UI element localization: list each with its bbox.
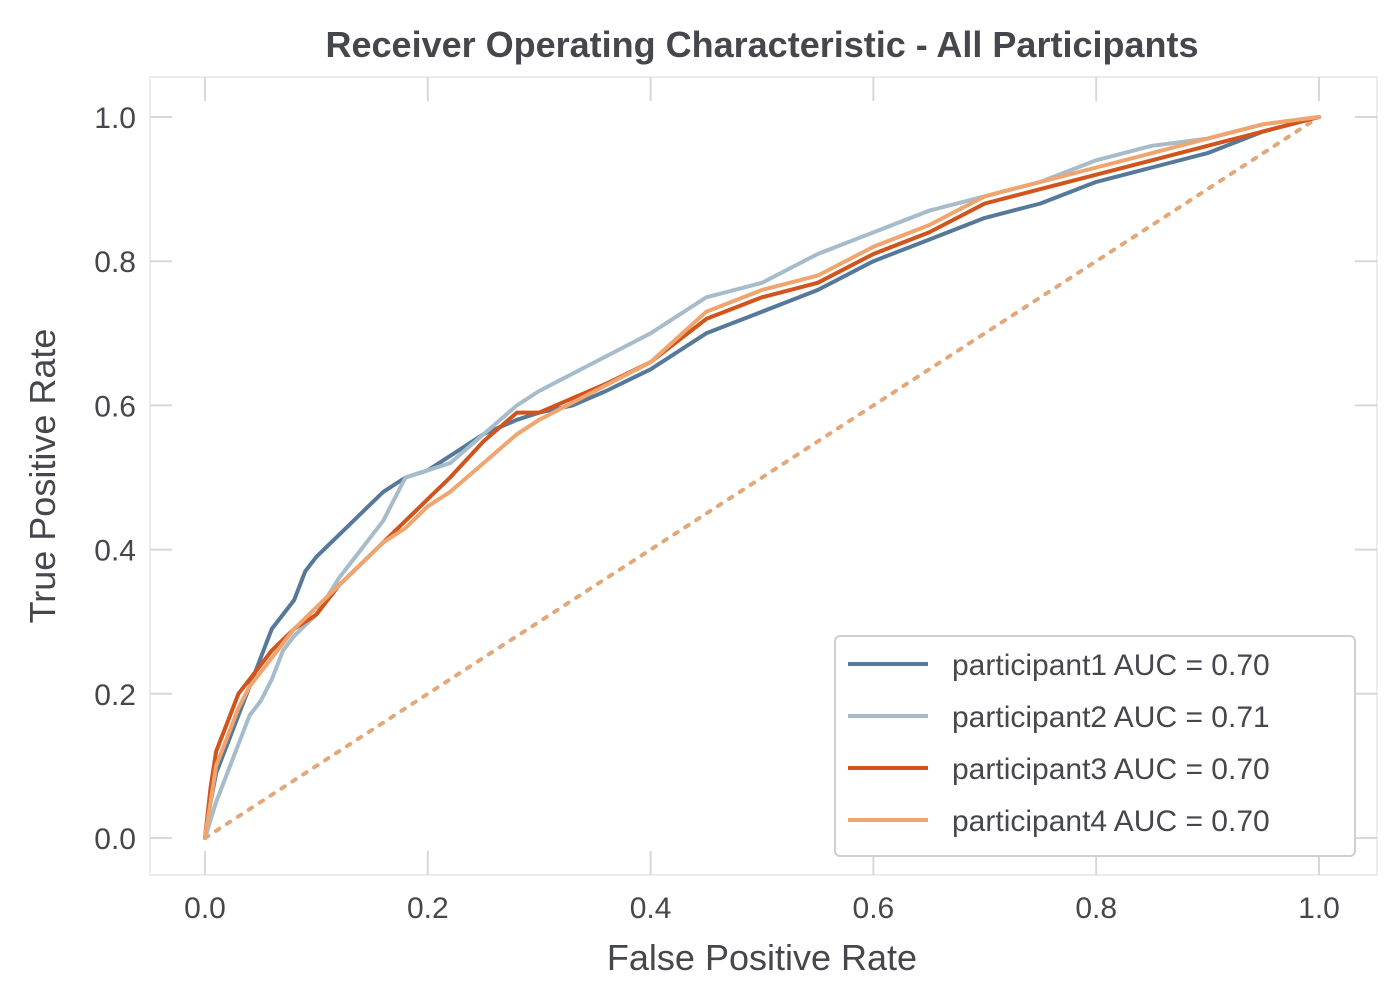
legend-label: participant3 AUC = 0.70 xyxy=(952,753,1270,786)
chart-title: Receiver Operating Characteristic - All … xyxy=(326,24,1199,65)
series-line-participant4 xyxy=(203,115,1321,840)
y-tick-label: 0.2 xyxy=(94,679,136,712)
y-tick-label: 0.0 xyxy=(94,823,136,856)
legend: participant1 AUC = 0.70 participant2 AUC … xyxy=(834,635,1356,857)
y-axis-label: True Positive Rate xyxy=(22,329,63,624)
series-layer xyxy=(203,115,1321,840)
legend-frame xyxy=(834,635,1356,857)
x-tick-label: 0.4 xyxy=(630,892,672,925)
ticks-layer: 0.0 0.2 0.4 0.6 0.8 1.0 0.0 0.2 0.4 0.6 0.8 1.0 xyxy=(94,77,1377,925)
y-tick-label: 0.4 xyxy=(94,535,136,568)
y-tick-label: 0.8 xyxy=(94,246,136,279)
legend-items: participant1 AUC = 0.70 participant2 AUC … xyxy=(848,649,1270,838)
chance-diagonal-line xyxy=(203,115,1321,840)
x-tick-label: 0.0 xyxy=(184,892,226,925)
x-axis-label: False Positive Rate xyxy=(607,937,917,978)
x-tick-label: 1.0 xyxy=(1298,892,1340,925)
x-tick-label: 0.8 xyxy=(1075,892,1117,925)
legend-label: participant4 AUC = 0.70 xyxy=(952,805,1270,838)
plot-area-frame xyxy=(149,76,1378,876)
x-tick-label: 0.6 xyxy=(853,892,895,925)
series-line-participant1 xyxy=(203,115,1321,840)
diagonal-layer xyxy=(203,115,1321,840)
series-line-participant3 xyxy=(203,115,1321,840)
y-tick-label: 1.0 xyxy=(94,102,136,135)
legend-label: participant2 AUC = 0.71 xyxy=(952,701,1270,734)
x-tick-label: 0.2 xyxy=(407,892,449,925)
y-tick-label: 0.6 xyxy=(94,390,136,423)
legend-label: participant1 AUC = 0.70 xyxy=(952,649,1270,682)
